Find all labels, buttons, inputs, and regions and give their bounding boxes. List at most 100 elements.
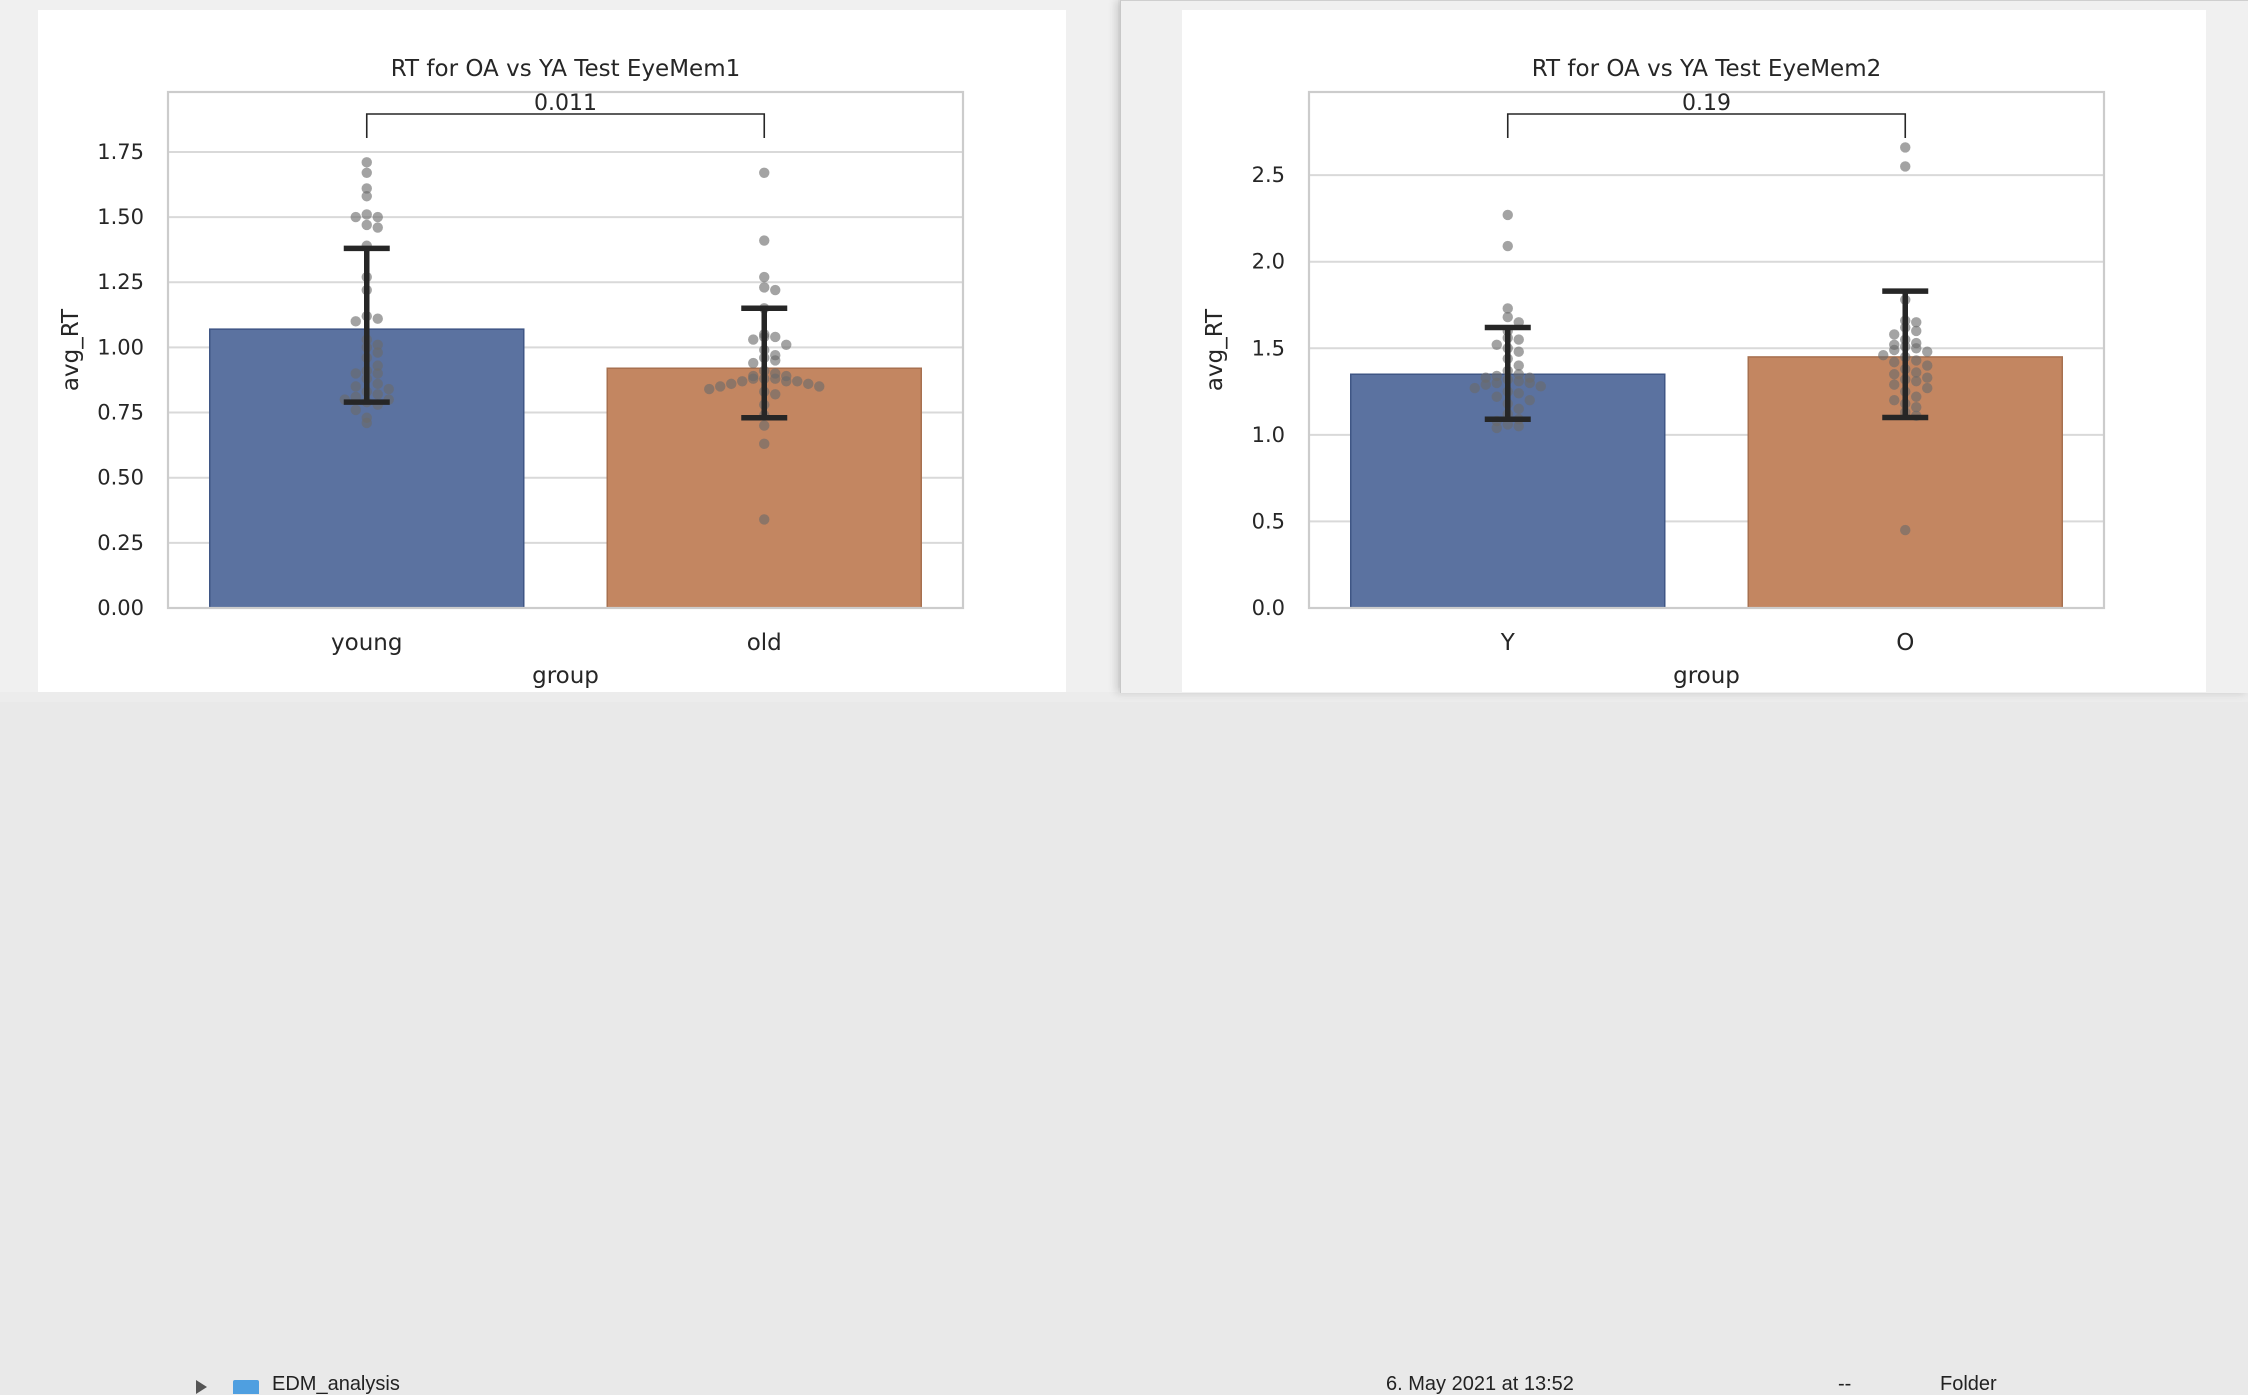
data-point [1513, 346, 1524, 357]
data-point [372, 347, 383, 358]
y-tick-label: 0.00 [97, 596, 144, 620]
data-point [1480, 379, 1491, 390]
data-point [726, 378, 737, 390]
data-point [372, 222, 383, 233]
data-point [759, 514, 770, 525]
data-point [1502, 209, 1513, 221]
data-point [748, 357, 759, 369]
data-point [781, 376, 792, 387]
item-size: -- [1838, 1373, 1852, 1395]
data-point [1878, 349, 1889, 361]
data-point [1513, 403, 1524, 415]
chart-title: RT for OA vs YA Test EyeMem2 [1532, 56, 1882, 82]
y-axis-label: avg_RT [1202, 308, 1228, 391]
significance-bracket [1506, 113, 1907, 138]
y-tick-label: 1.5 [1252, 336, 1285, 360]
data-point [759, 282, 770, 293]
y-tick-label: 2.5 [1252, 163, 1285, 187]
data-point [770, 331, 781, 343]
data-point [814, 381, 825, 392]
y-tick-label: 1.50 [97, 205, 144, 229]
x-tick-label: old [747, 630, 782, 656]
data-point [361, 157, 372, 168]
x-tick-label: Y [1500, 630, 1516, 656]
image-window-left: 0.00 0.25 0.50 0.75 1.00 1.25 1.50 1.75 0.011 you… [0, 0, 1118, 692]
data-point [361, 209, 372, 220]
x-tick-label: young [331, 630, 402, 656]
data-point [1911, 375, 1922, 387]
data-point [1524, 377, 1535, 389]
data-point [350, 211, 361, 223]
data-point [1502, 240, 1513, 252]
chart-eyemem2: 0.0 0.5 1.0 1.5 2.0 2.5 0.19 Y O RT for OA vs YA … [1202, 56, 2106, 689]
data-point [715, 381, 726, 392]
data-point [748, 334, 759, 345]
data-point [1889, 344, 1900, 356]
data-point [361, 191, 372, 202]
data-point [1900, 161, 1911, 172]
x-axis-label: group [1673, 663, 1740, 689]
data-point [1491, 377, 1502, 389]
data-point [759, 420, 770, 431]
axes-frame [1307, 90, 2106, 610]
data-point [1911, 367, 1922, 378]
disclosure-triangle-icon[interactable] [196, 1380, 207, 1394]
data-point [1911, 401, 1922, 413]
data-point [759, 235, 770, 246]
data-point [1889, 395, 1900, 406]
x-axis-label: group [532, 663, 599, 689]
data-point [350, 316, 361, 327]
data-point [1911, 391, 1922, 402]
data-point [1922, 382, 1933, 394]
significance-label: 0.011 [534, 91, 597, 116]
data-point [1513, 420, 1524, 432]
data-point [1889, 356, 1900, 368]
data-point [1889, 379, 1900, 390]
data-point [1900, 524, 1911, 536]
y-tick-label: 0.0 [1252, 596, 1285, 620]
data-point [1491, 339, 1502, 351]
y-tick-label: 1.00 [97, 335, 144, 359]
data-point [350, 368, 361, 379]
data-point [1911, 355, 1922, 366]
chart-canvas-right: 0.0 0.5 1.0 1.5 2.0 2.5 0.19 Y O RT for OA vs YA … [1182, 10, 2206, 692]
chart-eyemem1: 0.00 0.25 0.50 0.75 1.00 1.25 1.50 1.75 0.011 you… [58, 56, 965, 689]
data-point [1911, 343, 1922, 354]
data-point [372, 313, 383, 324]
item-kind: Folder [1940, 1373, 1997, 1395]
data-point [361, 167, 372, 178]
data-point [1911, 317, 1922, 328]
data-point [1502, 303, 1513, 314]
data-point [803, 378, 814, 390]
data-point [372, 368, 383, 379]
data-point [759, 438, 770, 450]
data-point [748, 373, 759, 384]
data-point [792, 376, 803, 387]
y-tick-label: 0.75 [97, 401, 144, 425]
data-point [361, 183, 372, 194]
data-point [759, 271, 770, 283]
data-point [781, 339, 792, 350]
data-point [350, 404, 361, 416]
data-point [737, 376, 748, 387]
data-point [1513, 375, 1524, 387]
folder-name[interactable]: EDM_analysis [272, 1373, 400, 1395]
data-point [770, 284, 781, 296]
data-point [361, 417, 372, 429]
data-point [350, 381, 361, 392]
chart-canvas-left: 0.00 0.25 0.50 0.75 1.00 1.25 1.50 1.75 0.011 you… [38, 10, 1066, 692]
data-point [770, 355, 781, 366]
data-point [770, 373, 781, 384]
data-point [1491, 422, 1502, 434]
y-tick-label: 0.50 [97, 466, 144, 490]
data-point [1535, 381, 1546, 392]
y-tick-label: 0.25 [97, 531, 144, 555]
significance-bracket [365, 113, 766, 138]
data-point [1889, 369, 1900, 380]
y-tick-label: 2.0 [1252, 250, 1285, 274]
data-point [1911, 325, 1922, 337]
data-point [372, 378, 383, 390]
date-modified: 6. May 2021 at 13:52 [1386, 1373, 1574, 1395]
data-point [1922, 360, 1933, 371]
y-axis-label: avg_RT [58, 308, 84, 391]
